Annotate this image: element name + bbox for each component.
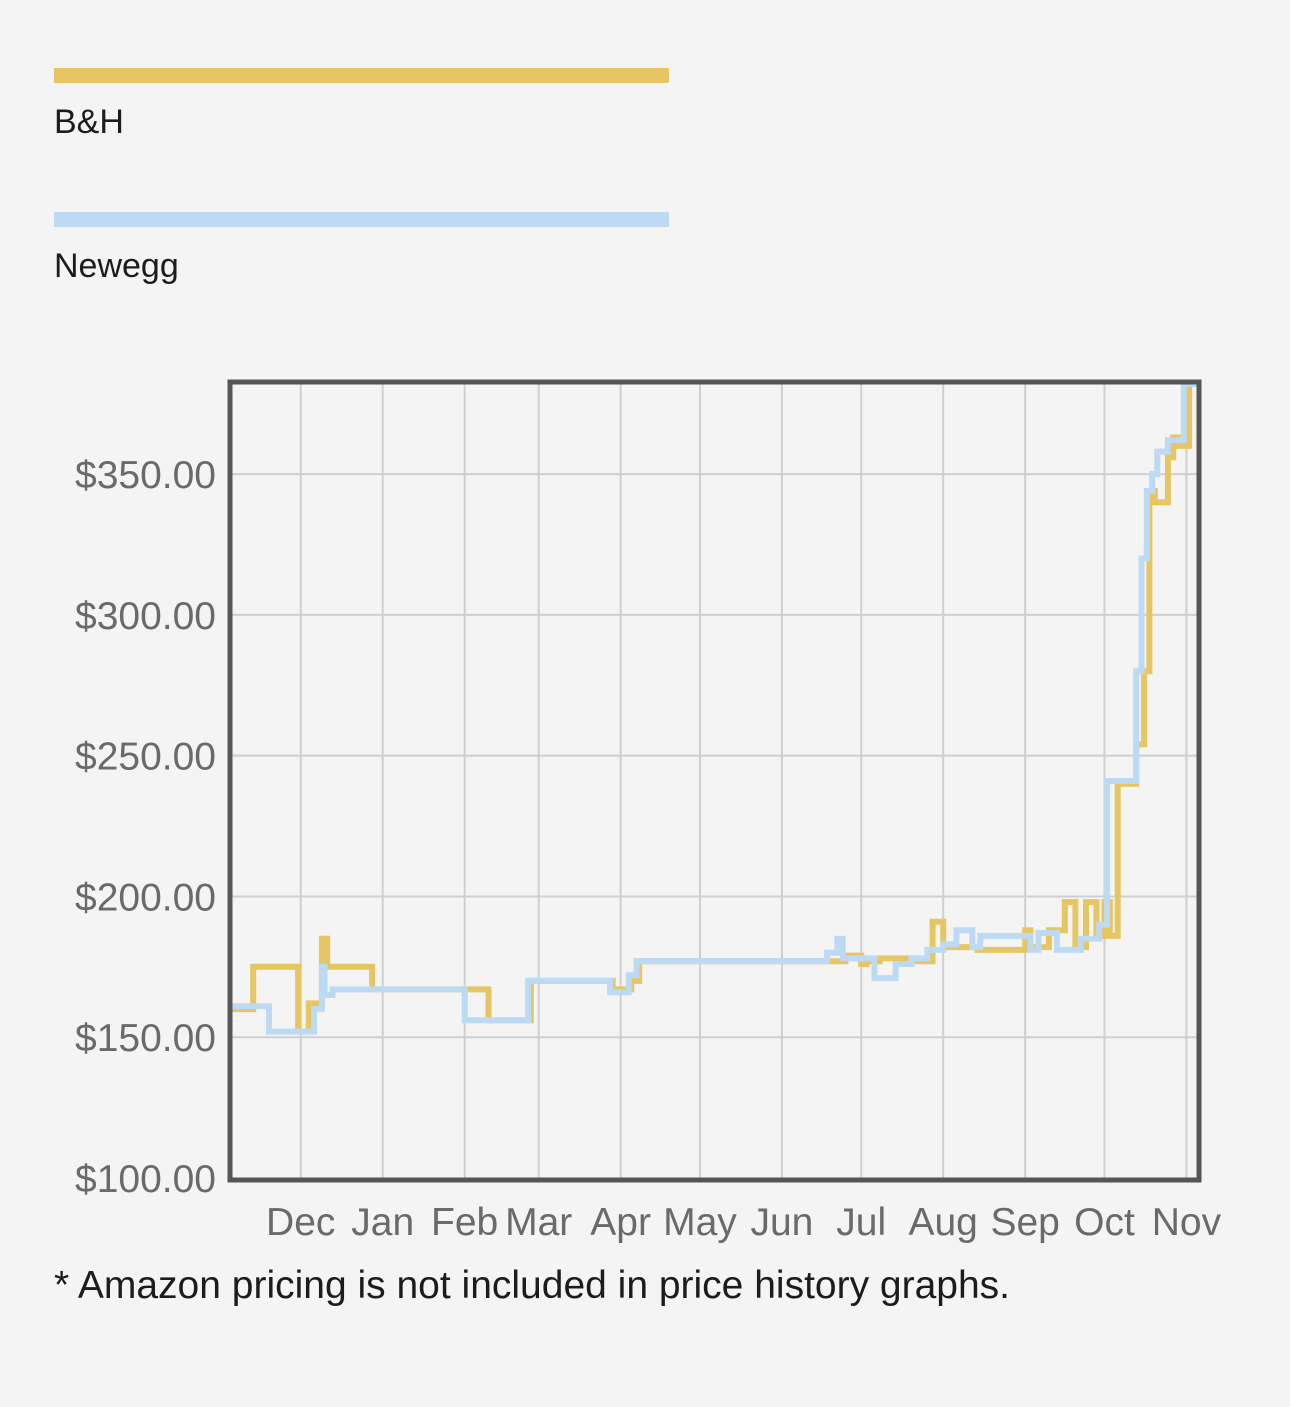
y-tick-label: $250.00 [75,736,216,779]
x-tick-label: Oct [1074,1201,1135,1244]
x-axis-tick-labels: Dec Jan Feb Mar Apr May Jun Jul Aug Sep Oct Nov [266,1201,1222,1244]
x-tick-label: Jun [750,1201,813,1244]
chart-series [232,381,1197,1035]
y-tick-label: $150.00 [75,1017,216,1060]
y-tick-label: $300.00 [75,595,216,638]
legend-swatch-bh [54,68,669,83]
x-tick-label: Sep [990,1201,1059,1244]
x-tick-label: Jan [351,1201,414,1244]
plot-frame [227,379,1202,1183]
x-tick-label: Dec [266,1201,335,1244]
legend-label-newegg: Newegg [54,247,179,285]
legend-label-bh: B&H [54,103,124,141]
legend-entry-bh: B&H [54,68,669,142]
legend-swatch-newegg [54,212,669,227]
x-tick-label: Apr [590,1201,651,1244]
x-tick-label: Feb [431,1201,498,1244]
y-tick-label: $100.00 [75,1158,216,1201]
x-tick-label: Jul [836,1201,886,1244]
x-tick-label: Nov [1152,1201,1222,1244]
y-axis-tick-labels: $100.00 $150.00 $200.00 $250.00 $300.00 $350.… [75,454,216,1201]
x-tick-label: May [663,1201,737,1244]
series-line-newegg [232,381,1197,1035]
legend-entry-newegg: Newegg [54,212,669,286]
y-tick-label: $200.00 [75,876,216,919]
y-tick-label: $350.00 [75,454,216,497]
x-tick-label: Mar [505,1201,572,1244]
x-tick-label: Aug [908,1201,977,1244]
pricing-footnote: * Amazon pricing is not included in pric… [54,1264,1010,1307]
chart-grid [232,384,1197,1178]
